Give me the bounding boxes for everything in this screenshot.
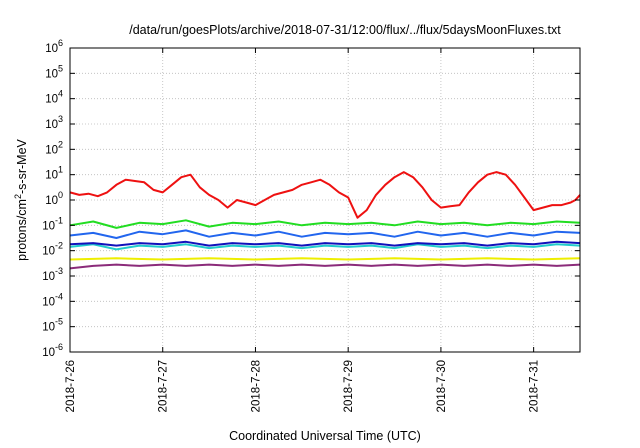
x-axis-label: Coordinated Universal Time (UTC): [229, 429, 421, 443]
axis-ticks: 10-6 10-5 10-4 10-3 10-2 10-1 100 101 102 103 104 1…: [42, 38, 580, 412]
y-tick-label: 102: [45, 139, 63, 156]
y-tick-label: 10-6: [42, 342, 63, 359]
grid-lines: [70, 48, 580, 352]
series-line-7: [69, 263, 581, 270]
x-tick-label: 2018-7-31: [529, 360, 541, 412]
y-tick-label: 10-2: [42, 241, 63, 258]
y-axis-label: protons/cm2-s-sr-MeV: [13, 138, 29, 260]
y-axis-label-sup: 2: [13, 194, 23, 199]
series-line-5: [69, 240, 581, 247]
x-tick-label: 2018-7-28: [250, 360, 262, 412]
series-lines: [69, 171, 581, 270]
y-tick-label: 106: [45, 38, 63, 55]
series-line-6: [69, 257, 581, 261]
y-axis-label-post: -s-sr-MeV: [15, 138, 29, 194]
series-line-1: [69, 171, 581, 219]
y-tick-label: 10-5: [42, 317, 63, 334]
series-line-4: [69, 243, 581, 251]
x-tick-label: 2018-7-27: [158, 360, 170, 412]
y-tick-label: 10-3: [42, 266, 63, 283]
y-tick-label: 104: [45, 89, 63, 106]
y-tick-label: 103: [45, 114, 63, 131]
y-tick-label: 105: [45, 63, 63, 80]
series-line-2: [69, 219, 581, 229]
chart-title: /data/run/goesPlots/archive/2018-07-31/1…: [129, 23, 561, 37]
x-tick-label: 2018-7-30: [436, 360, 448, 412]
y-axis-label-pre: protons/cm: [15, 199, 29, 261]
y-tick-label: 10-1: [42, 215, 63, 232]
x-tick-label: 2018-7-26: [65, 360, 77, 412]
y-tick-label: 10-4: [42, 291, 63, 308]
x-tick-label: 2018-7-29: [343, 360, 355, 412]
series-line-3: [69, 229, 581, 239]
y-tick-label: 101: [45, 165, 63, 182]
y-tick-label: 100: [45, 190, 63, 207]
